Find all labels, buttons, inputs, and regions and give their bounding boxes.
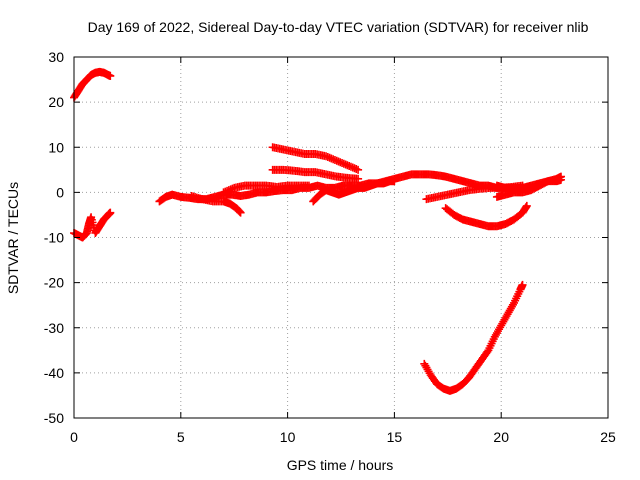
y-tick-label: -50 bbox=[44, 410, 64, 426]
data-point bbox=[106, 71, 115, 80]
x-tick-label: 15 bbox=[387, 429, 403, 445]
y-tick-label: -20 bbox=[44, 275, 64, 291]
series-track-10 bbox=[441, 201, 531, 231]
y-axis-title: SDTVAR / TECUs bbox=[5, 182, 21, 294]
grid-layer bbox=[74, 57, 608, 418]
y-tick-label: -10 bbox=[44, 230, 64, 246]
y-tick-label: 30 bbox=[48, 49, 64, 65]
series-track-2 bbox=[70, 208, 115, 242]
label-layer: Day 169 of 2022, Sidereal Day-to-day VTE… bbox=[5, 19, 616, 473]
data-point bbox=[518, 280, 527, 289]
data-point bbox=[106, 208, 115, 217]
series-track-4 bbox=[187, 191, 245, 217]
series-track-6 bbox=[268, 143, 363, 174]
x-tick-label: 25 bbox=[600, 429, 616, 445]
series-track-13 bbox=[420, 280, 527, 395]
y-tick-label: 20 bbox=[48, 94, 64, 110]
data-point bbox=[390, 177, 399, 186]
x-tick-label: 20 bbox=[493, 429, 509, 445]
y-tick-label: -40 bbox=[44, 365, 64, 381]
x-tick-label: 10 bbox=[280, 429, 296, 445]
data-point bbox=[557, 175, 566, 184]
series-track-12 bbox=[492, 175, 566, 195]
x-tick-label: 5 bbox=[177, 429, 185, 445]
data-point bbox=[354, 174, 363, 183]
x-axis-title: GPS time / hours bbox=[287, 457, 394, 473]
x-tick-label: 0 bbox=[70, 429, 78, 445]
series-track-8 bbox=[309, 177, 399, 206]
y-tick-label: 0 bbox=[56, 184, 64, 200]
frame-layer bbox=[73, 56, 609, 419]
data-point bbox=[522, 201, 531, 210]
y-tick-label: -30 bbox=[44, 320, 64, 336]
data-point bbox=[304, 181, 313, 190]
series-track-5 bbox=[219, 181, 313, 197]
chart-title: Day 169 of 2022, Sidereal Day-to-day VTE… bbox=[88, 19, 589, 35]
data-point bbox=[354, 165, 363, 174]
y-tick-label: 10 bbox=[48, 139, 64, 155]
series-track-1 bbox=[70, 67, 115, 102]
data-point bbox=[236, 208, 245, 217]
data-layer bbox=[70, 67, 566, 395]
series-track-7 bbox=[268, 165, 363, 183]
